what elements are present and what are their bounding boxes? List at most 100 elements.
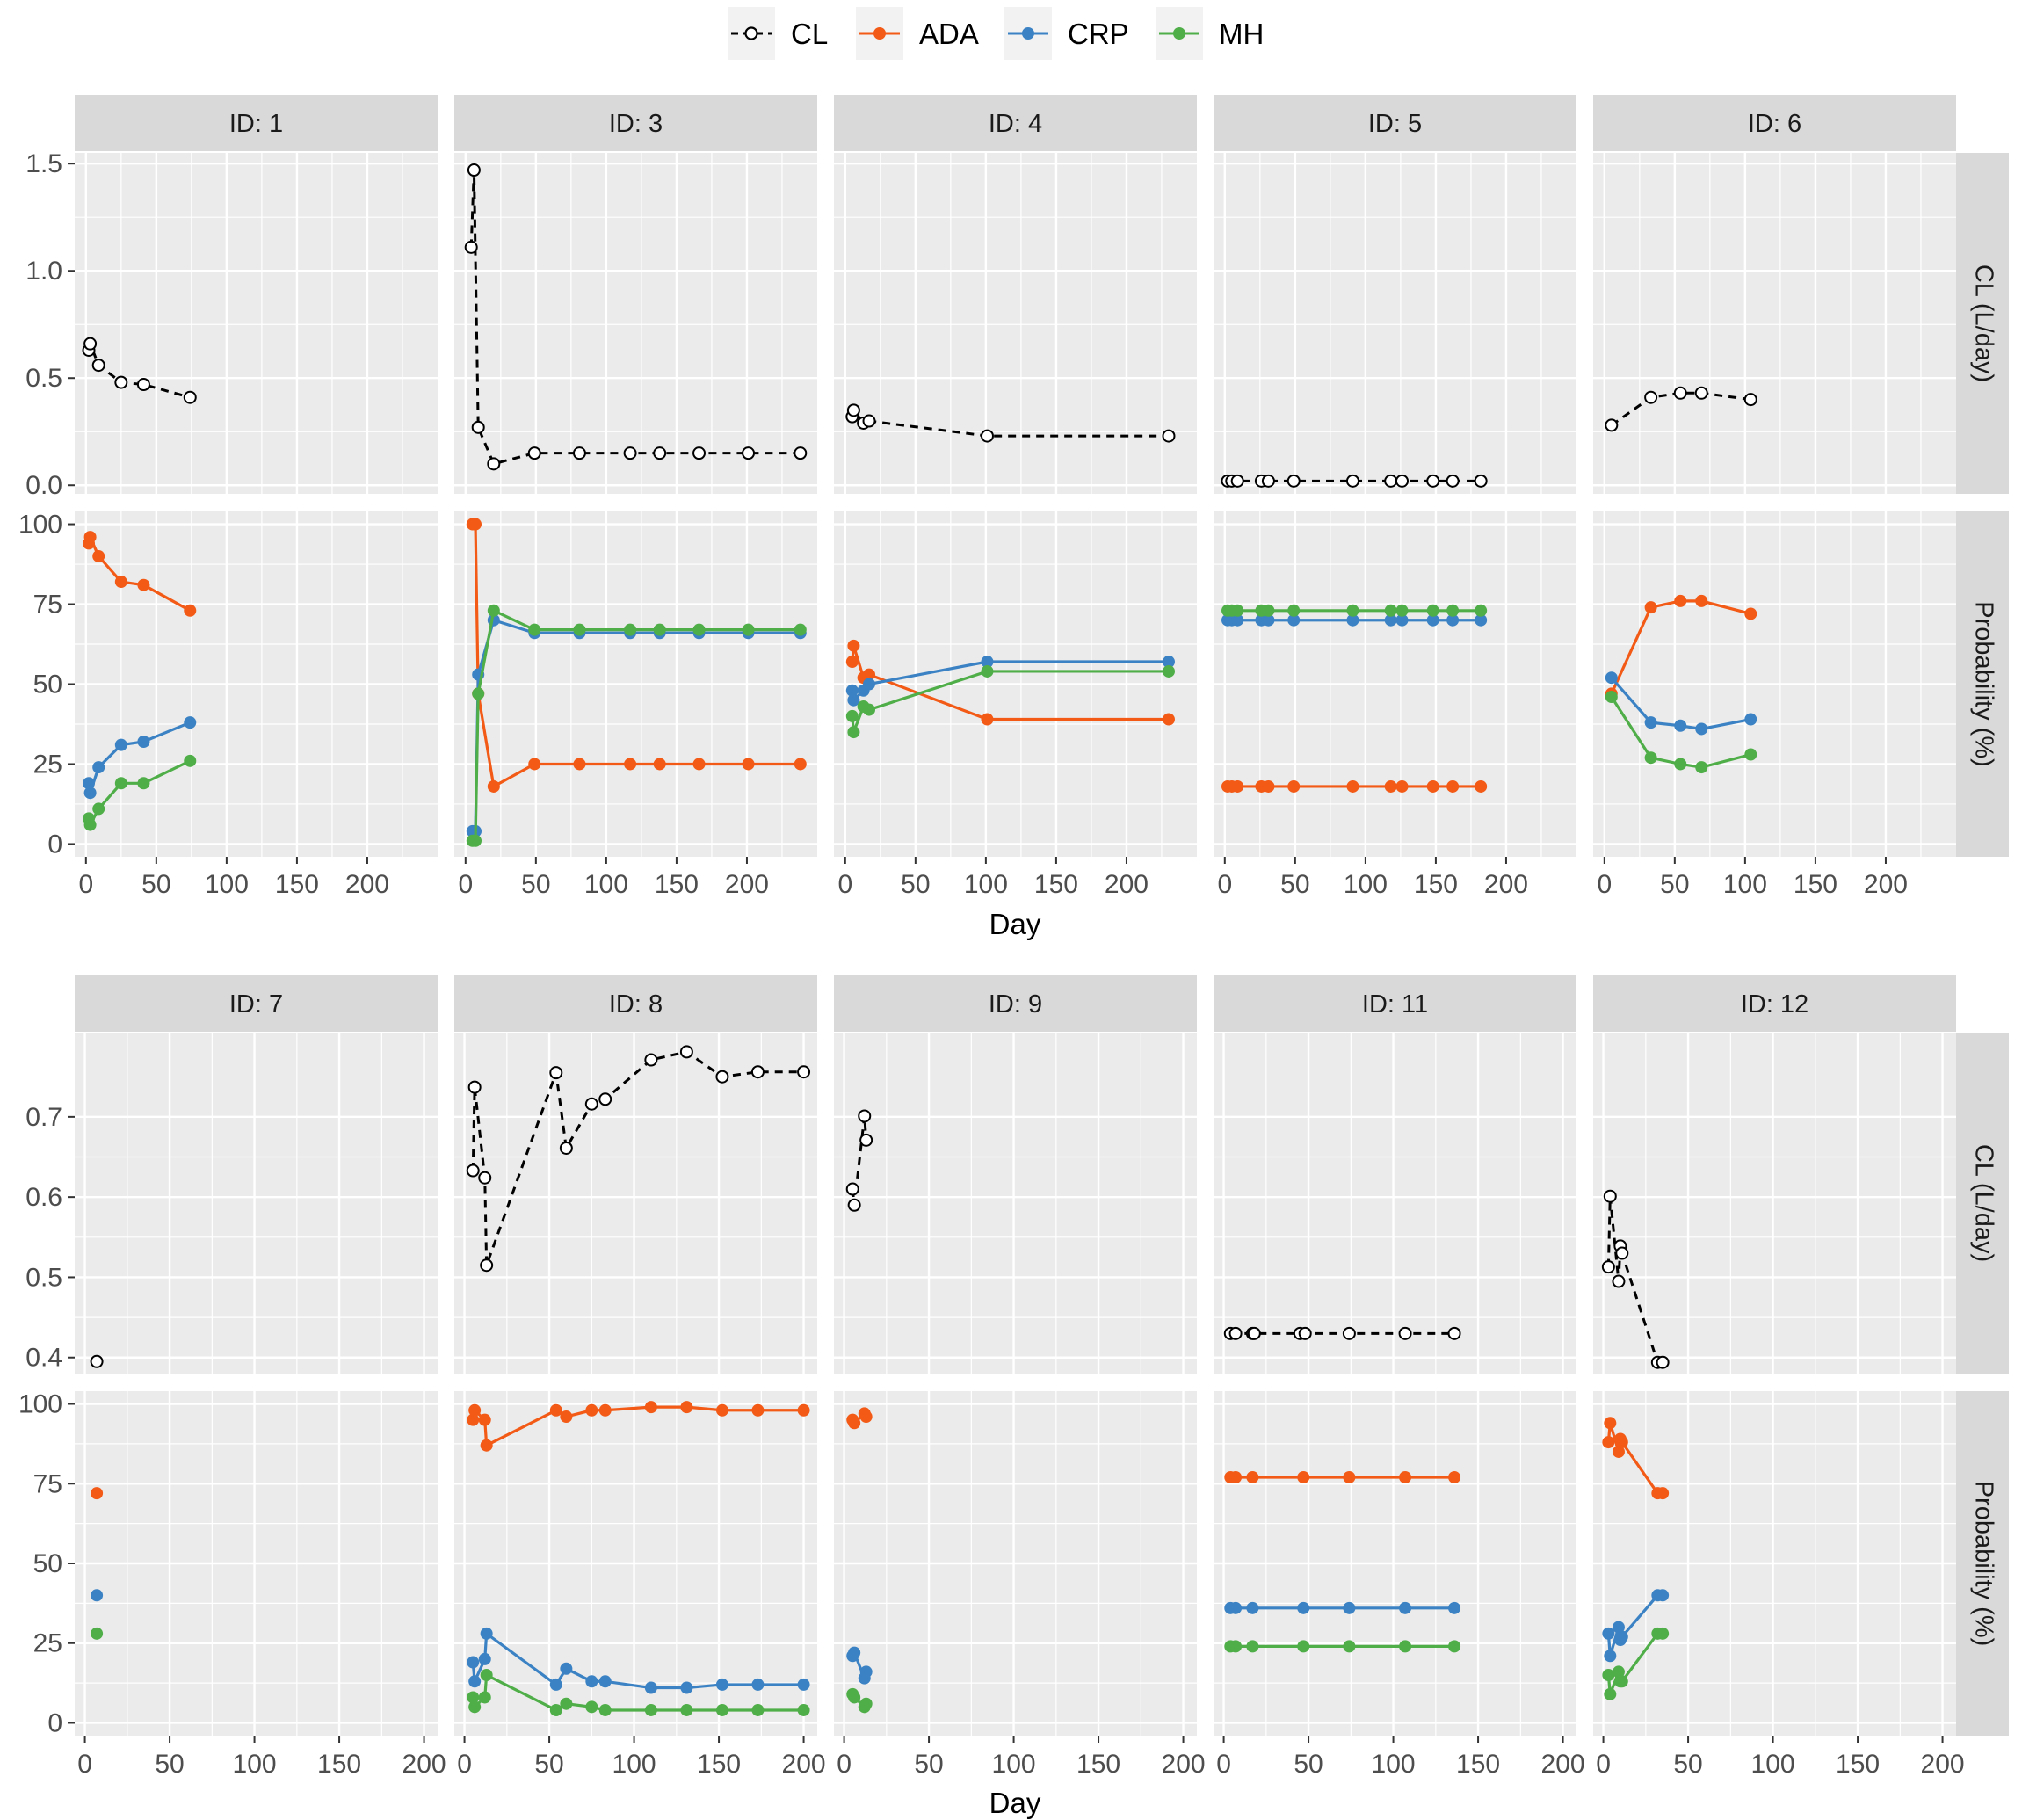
mh-point bbox=[1262, 604, 1275, 617]
cl-point bbox=[1247, 1326, 1261, 1340]
cl-subpanel bbox=[834, 153, 1197, 494]
crp-point bbox=[1446, 613, 1460, 627]
mh-point bbox=[560, 1697, 573, 1710]
crp-point bbox=[1346, 613, 1359, 627]
facet-strip-label: ID: 5 bbox=[1368, 110, 1422, 138]
panel-background bbox=[834, 1033, 1197, 1374]
series-ada bbox=[467, 1401, 810, 1452]
crp-point bbox=[549, 1678, 562, 1691]
panel-background bbox=[454, 1033, 817, 1374]
series-mh bbox=[83, 754, 197, 831]
series-mh bbox=[1605, 691, 1757, 774]
mh-point bbox=[1656, 1627, 1670, 1640]
y-tick-label: 0.7 bbox=[25, 1103, 62, 1132]
x-tick-label: 150 bbox=[1456, 1750, 1500, 1779]
facet-strip bbox=[834, 975, 1197, 1032]
mh-point bbox=[598, 1703, 612, 1716]
crp-point bbox=[863, 678, 876, 691]
ada-point bbox=[184, 604, 197, 617]
cl-point bbox=[1603, 1189, 1617, 1203]
series-ada bbox=[1221, 779, 1488, 793]
crp-point bbox=[1644, 716, 1657, 729]
ada-point bbox=[1448, 1471, 1461, 1483]
y-tick-label: 100 bbox=[18, 1390, 62, 1419]
crp-point bbox=[1615, 1630, 1628, 1643]
cl-point bbox=[1261, 474, 1275, 488]
cl-subpanel bbox=[834, 1033, 1197, 1374]
x-tick-label: 150 bbox=[1076, 1750, 1120, 1779]
cl-point bbox=[1474, 474, 1488, 488]
crp-point bbox=[847, 693, 860, 707]
cl-point bbox=[183, 390, 197, 404]
panel-background bbox=[1214, 153, 1576, 494]
series-mh bbox=[466, 604, 807, 847]
ada-point bbox=[715, 1403, 728, 1417]
facet-strip-label: ID: 9 bbox=[989, 990, 1042, 1019]
ada-point bbox=[794, 758, 807, 771]
row-strip-label: CL (L/day) bbox=[1969, 1144, 1997, 1262]
ada-point bbox=[644, 1401, 657, 1414]
x-tick-label: 50 bbox=[914, 1750, 943, 1779]
series-ada bbox=[1224, 1471, 1461, 1483]
x-tick-label: 100 bbox=[1344, 870, 1388, 899]
facet-strip-label: ID: 6 bbox=[1748, 110, 1801, 138]
x-tick-label: 100 bbox=[233, 1750, 277, 1779]
crp-point bbox=[480, 1627, 493, 1640]
series-crp bbox=[1224, 1601, 1461, 1614]
x-tick-label: 200 bbox=[1864, 870, 1908, 899]
x-tick-label: 50 bbox=[534, 1750, 563, 1779]
legend-key-marker bbox=[1173, 27, 1185, 40]
mh-point bbox=[1399, 1640, 1412, 1653]
mh-point bbox=[653, 623, 666, 636]
cl-point bbox=[1395, 474, 1410, 488]
series-crp bbox=[846, 1646, 873, 1685]
mh-point bbox=[859, 1697, 873, 1710]
series-cl bbox=[845, 1109, 873, 1212]
probability-subpanel bbox=[75, 511, 438, 857]
facet-strip bbox=[1593, 95, 1956, 151]
mh-point bbox=[1231, 604, 1244, 617]
series-crp bbox=[1602, 1589, 1670, 1663]
series-cl bbox=[1605, 386, 1757, 432]
series-cl bbox=[845, 403, 1176, 443]
cl-point bbox=[679, 1045, 693, 1059]
mh-point bbox=[715, 1703, 728, 1716]
x-tick-label: 0 bbox=[1597, 870, 1612, 899]
crp-point bbox=[1612, 1621, 1625, 1634]
legend-key-marker bbox=[744, 26, 758, 40]
cl-point bbox=[487, 457, 501, 471]
facet-panel-7: ID: 7 0 50 100 150 200 bbox=[75, 975, 446, 1779]
ada-point bbox=[480, 1439, 493, 1452]
y-tick-label: 75 bbox=[33, 591, 62, 620]
ada-point bbox=[1674, 594, 1687, 607]
x-tick-label: 200 bbox=[1541, 1750, 1585, 1779]
cl-point bbox=[598, 1092, 612, 1106]
mh-point bbox=[794, 623, 807, 636]
x-tick-label: 50 bbox=[521, 870, 550, 899]
y-tick-label: 0 bbox=[47, 1708, 62, 1737]
facet-strip bbox=[1214, 95, 1576, 151]
mh-point bbox=[981, 664, 994, 678]
facet-strip bbox=[454, 975, 817, 1032]
crp-point bbox=[1231, 613, 1244, 627]
mh-point bbox=[1475, 604, 1488, 617]
x-tick-label: 0 bbox=[1216, 1750, 1231, 1779]
probability-subpanel bbox=[454, 511, 817, 857]
cl-point bbox=[715, 1070, 729, 1084]
x-tick-label: 100 bbox=[612, 1750, 656, 1779]
cl-line bbox=[851, 1115, 868, 1206]
cl-subpanel bbox=[1214, 153, 1576, 494]
mh-point bbox=[644, 1703, 657, 1716]
mh-point bbox=[1448, 1640, 1461, 1653]
legend-item-ada: ADA bbox=[856, 7, 979, 60]
facet-panel-1: ID: 1 0 50 100 150 200 bbox=[75, 95, 438, 899]
ada-point bbox=[573, 758, 586, 771]
y-tick-label: 1.0 bbox=[25, 257, 62, 286]
ada-point bbox=[92, 549, 105, 562]
ada-point bbox=[1656, 1487, 1670, 1500]
cl-point bbox=[1426, 474, 1440, 488]
crp-point bbox=[1297, 1601, 1310, 1614]
ada-point bbox=[91, 1487, 104, 1500]
crp-point bbox=[598, 1675, 612, 1688]
mh-point bbox=[797, 1703, 810, 1716]
